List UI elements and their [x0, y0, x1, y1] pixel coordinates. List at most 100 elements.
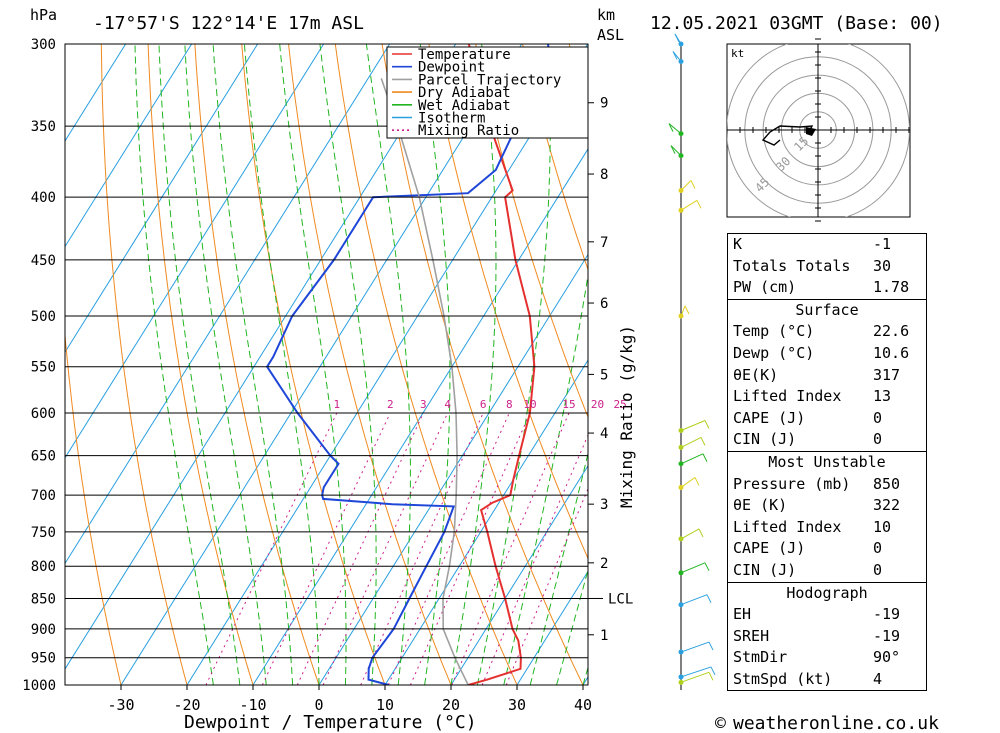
mixing-ratio-label: 8 [506, 398, 513, 411]
index-value: 30 [873, 256, 892, 275]
most-unstable-title: Most Unstable [768, 452, 886, 471]
wind-barb-flag [698, 528, 704, 538]
pressure-tick-label: 1000 [22, 678, 56, 694]
series-line-temperature [467, 44, 536, 685]
wind-barb-flag [684, 305, 690, 315]
index-label: StmDir [733, 648, 788, 667]
mixing-ratio-label: 10 [523, 398, 536, 411]
pressure-tick-label: 650 [31, 449, 56, 465]
mixing-ratio-line [451, 412, 570, 685]
wind-barb [668, 123, 682, 135]
index-value: 850 [873, 474, 901, 493]
mixing-ratio-axis-title: Mixing Ratio (g/kg) [617, 325, 636, 508]
mixing-ratio-line [481, 433, 588, 685]
mixing-ratio-label: 1 [334, 398, 341, 411]
dry-adiabat-line [100, 44, 188, 685]
wind-barb-flag [694, 477, 700, 486]
temperature-tick-label: 10 [376, 696, 394, 714]
index-value: 4 [873, 669, 883, 688]
legend-label: Wet Adiabat [418, 98, 511, 114]
index-row: CIN (J) 0 [728, 429, 926, 451]
index-value: 0 [873, 408, 883, 427]
wind-barb-flag [702, 453, 708, 463]
index-row: Lifted Index 10 [728, 517, 926, 539]
dry-adiabat-line [475, 44, 588, 419]
mixing-ratio-line [409, 412, 531, 685]
height-tick-label: 4 [600, 426, 608, 442]
basic-indices: K -1 Totals Totals 30 PW (cm) 1.78 [728, 234, 926, 299]
isotherm-line [186, 44, 588, 685]
profile-lines [265, 44, 552, 685]
valid-time: 12.05.2021 03GMT (Base: 00) [650, 13, 943, 34]
index-row: StmDir 90° [728, 647, 926, 669]
wind-barb [680, 180, 692, 191]
height-tick-label: 9 [600, 96, 608, 112]
isotherm-line [65, 44, 127, 142]
index-label: Temp (°C) [733, 322, 815, 341]
wet-adiabat-line [134, 44, 214, 685]
dry-adiabat-line [944, 44, 1000, 685]
background-lines [65, 44, 1000, 685]
index-label: PW (cm) [733, 278, 797, 297]
wet-adiabat-line [529, 451, 588, 685]
height-unit-sublabel: ASL [597, 26, 624, 44]
temperature-tick-label: 30 [508, 696, 526, 714]
indices-table: K -1 Totals Totals 30 PW (cm) 1.78 Surface Te… [727, 233, 927, 692]
index-value: 322 [873, 496, 901, 515]
temperature-tick-label: -20 [173, 696, 200, 714]
credit-symbol: © [715, 713, 726, 733]
index-label: θE(K) [733, 365, 779, 384]
credit-text: weatheronline.co.uk [733, 713, 939, 733]
height-tick-label: 8 [600, 167, 608, 183]
dry-adiabat-line [381, 44, 584, 685]
index-value: 317 [873, 365, 901, 384]
pressure-tick-label: 850 [31, 591, 56, 607]
legend-label: Isotherm [418, 111, 485, 127]
mixing-ratio-label: 15 [562, 398, 575, 411]
pressure-tick-label: 800 [31, 559, 56, 575]
pressure-tick-label: 450 [31, 253, 56, 269]
index-label: EH [733, 605, 752, 624]
pressure-tick-label: 550 [31, 360, 56, 376]
index-row: CAPE (J) 0 [728, 408, 926, 430]
pressure-tick-label: 750 [31, 525, 56, 541]
wind-barb [680, 305, 686, 317]
pressure-tick-label: 500 [31, 309, 56, 325]
index-row: θE (K) 322 [728, 495, 926, 517]
wind-barb-flag [704, 420, 710, 429]
surface-title: Surface [795, 300, 859, 319]
index-value: 1.78 [873, 278, 910, 297]
mixing-ratio-line [205, 412, 338, 685]
hodograph-title: Hodograph [786, 583, 868, 602]
axes: 1 2 3 4 6 8 10 15 20 2530035040045050055060065070… [22, 37, 633, 714]
wind-barb-flag [708, 641, 714, 651]
index-value: -19 [873, 626, 901, 645]
wet-adiabat-line [556, 568, 588, 685]
wind-barb [680, 641, 710, 653]
wind-barb-flag [668, 123, 674, 132]
wind-barb-flag [700, 437, 706, 446]
index-value: 22.6 [873, 322, 910, 341]
mixing-ratio-label: 20 [591, 398, 604, 411]
wind-barbs [668, 33, 716, 690]
wet-adiabat-line [319, 44, 377, 685]
surface-section: Surface Temp (°C) 22.6 Dewp (°C) 10.6 θE(K) 3… [728, 298, 926, 451]
isotherm-line [65, 44, 457, 670]
index-value: 0 [873, 430, 883, 449]
index-row: Temp (°C) 22.6 [728, 321, 926, 343]
height-unit-label: km [597, 6, 615, 24]
index-label: Pressure (mb) [733, 474, 851, 493]
index-row: SREH -19 [728, 626, 926, 648]
temperature-tick-label: -30 [107, 696, 134, 714]
pressure-tick-label: 600 [31, 406, 56, 422]
pressure-tick-label: 900 [31, 622, 56, 638]
wet-adiabat-line [158, 44, 241, 685]
legend-box [386, 46, 589, 139]
wind-barb [680, 477, 696, 488]
temperature-tick-label: 20 [442, 696, 460, 714]
wet-adiabat-line [365, 44, 411, 685]
x-axis-title: Dewpoint / Temperature (°C) [184, 712, 477, 733]
